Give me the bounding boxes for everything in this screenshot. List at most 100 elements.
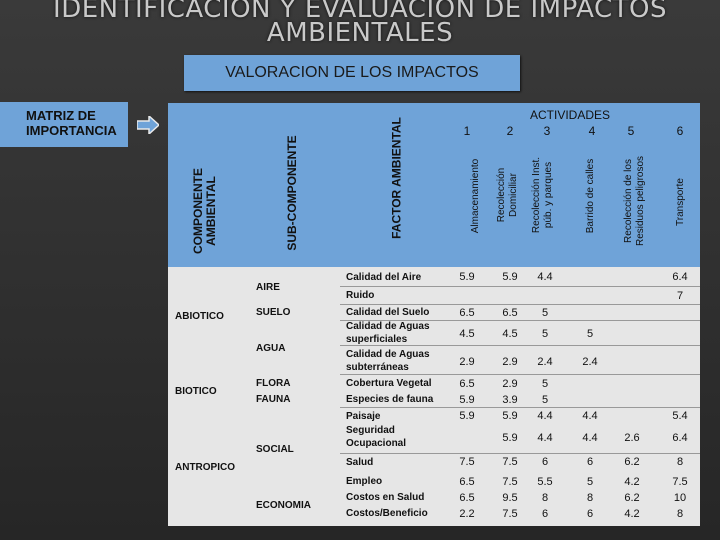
value-cell: 4.5 — [502, 328, 518, 340]
value-cell: 6.2 — [624, 492, 640, 504]
row-divider — [340, 407, 700, 408]
factor-costos-salud: Costos en Salud — [346, 492, 425, 503]
activity-header-2-line1: Recolección — [496, 167, 507, 223]
activity-header-5-line1: Recolección de los — [623, 159, 634, 243]
activity-header-5: Recolección de los Residuos peligrosos — [623, 141, 647, 261]
value-cell: 2.2 — [459, 508, 475, 520]
value-cell: 5.9 — [502, 432, 518, 444]
factor-costos-beneficio: Costos/Beneficio — [346, 508, 428, 519]
activity-header-4: Barrido de calles — [585, 158, 596, 234]
activity-number-6: 6 — [676, 124, 684, 138]
row-divider — [340, 345, 700, 346]
activity-number-4: 4 — [588, 124, 596, 138]
sub-social: SOCIAL — [256, 444, 294, 455]
value-cell: 7 — [676, 290, 684, 302]
row-divider — [340, 304, 700, 305]
factor-salud: Salud — [346, 457, 374, 468]
sub-agua: AGUA — [256, 343, 286, 354]
component-biotico: BIOTICO — [175, 386, 217, 397]
factor-calidad-aire: Calidad del Aire — [346, 272, 422, 283]
value-cell: 5.4 — [672, 410, 688, 422]
value-cell: 6.5 — [459, 492, 475, 504]
valoracion-banner: VALORACION DE LOS IMPACTOS — [184, 55, 520, 91]
componente-header-line2: AMBIENTAL — [204, 176, 218, 246]
actividades-header: ACTIVIDADES — [530, 108, 611, 122]
activity-header-2-line2: Domiciliar — [508, 173, 519, 217]
activity-header-2: Recolección Domiciliar — [496, 135, 520, 255]
value-cell: 4.5 — [459, 328, 475, 340]
activity-number-5: 5 — [627, 124, 635, 138]
value-cell: 5 — [541, 328, 549, 340]
factor-especies-fauna: Especies de fauna — [346, 394, 434, 405]
sub-aire: AIRE — [256, 282, 280, 293]
factor-cobertura-vegetal: Cobertura Vegetal — [346, 378, 432, 389]
activity-header-3: Recolección Inst. púb. y parques — [531, 135, 555, 255]
component-antropico: ANTROPICO — [175, 462, 235, 473]
value-cell: 7.5 — [502, 476, 518, 488]
sub-flora: FLORA — [256, 378, 291, 389]
activity-header-1: Almacenamiento — [470, 158, 481, 234]
value-cell: 5.9 — [502, 410, 518, 422]
factor-calidad-aguas-sup-line1: Calidad de Aguas — [346, 321, 430, 332]
value-cell: 8 — [676, 456, 684, 468]
value-cell: 2.4 — [582, 356, 598, 368]
value-cell: 2.9 — [502, 356, 518, 368]
value-cell: 7.5 — [459, 456, 475, 468]
value-cell: 8 — [676, 508, 684, 520]
value-cell: 6.4 — [672, 432, 688, 444]
factor-calidad-aguas-sup-line2: superficiales — [346, 334, 408, 345]
activity-number-3: 3 — [543, 124, 551, 138]
factor-paisaje: Paisaje — [346, 411, 381, 422]
value-cell: 8 — [541, 492, 549, 504]
matrix-label-line2: IMPORTANCIA — [26, 123, 117, 138]
value-cell: 4.2 — [624, 508, 640, 520]
value-cell: 6.4 — [672, 271, 688, 283]
value-cell: 2.6 — [624, 432, 640, 444]
value-cell: 2.4 — [537, 356, 553, 368]
table-header — [168, 103, 700, 267]
value-cell: 5 — [586, 328, 594, 340]
value-cell: 6.2 — [624, 456, 640, 468]
value-cell: 10 — [673, 492, 687, 504]
value-cell: 4.4 — [582, 410, 598, 422]
factor-header: FACTOR AMBIENTAL — [389, 117, 404, 239]
factor-seguridad-line2: Ocupacional — [346, 438, 407, 449]
matrix-label-line1: MATRIZ DE — [26, 108, 96, 123]
sub-fauna: FAUNA — [256, 394, 291, 405]
value-cell: 6 — [586, 456, 594, 468]
factor-calidad-aguas-sub-line1: Calidad de Aguas — [346, 349, 430, 360]
value-cell: 4.2 — [624, 476, 640, 488]
value-cell: 5.9 — [459, 410, 475, 422]
value-cell: 4.4 — [537, 271, 553, 283]
subcomponente-header: SUB-COMPONENTE — [285, 135, 299, 251]
sub-suelo: SUELO — [256, 307, 291, 318]
row-divider — [340, 286, 700, 287]
value-cell: 3.9 — [502, 394, 518, 406]
value-cell: 7.5 — [502, 456, 518, 468]
value-cell: 4.4 — [537, 410, 553, 422]
value-cell: 8 — [586, 492, 594, 504]
value-cell: 5 — [586, 476, 594, 488]
value-cell: 6 — [541, 456, 549, 468]
factor-seguridad-line1: Seguridad — [346, 425, 395, 436]
row-divider — [340, 453, 700, 454]
value-cell: 6 — [541, 508, 549, 520]
matriz-importancia-label: MATRIZ DE IMPORTANCIA — [0, 102, 128, 147]
value-cell: 6 — [586, 508, 594, 520]
arrow-right-icon — [137, 116, 159, 134]
value-cell: 6.5 — [459, 476, 475, 488]
factor-ruido: Ruido — [346, 290, 375, 301]
value-cell: 9.5 — [502, 492, 518, 504]
value-cell: 2.9 — [502, 378, 518, 390]
value-cell: 5 — [541, 378, 549, 390]
slide-title-line1: IDENTIFICACION Y EVALUACION DE IMPACTOS — [53, 0, 667, 24]
componente-header: COMPONENTE AMBIENTAL — [191, 136, 218, 286]
activity-header-3-line1: Recolección Inst. — [531, 156, 542, 234]
row-divider — [340, 374, 700, 375]
value-cell: 6.5 — [502, 307, 518, 319]
value-cell: 5.9 — [459, 271, 475, 283]
activity-header-6: Transporte — [675, 178, 686, 226]
activity-number-2: 2 — [506, 124, 514, 138]
value-cell: 2.9 — [459, 356, 475, 368]
value-cell: 7.5 — [502, 508, 518, 520]
